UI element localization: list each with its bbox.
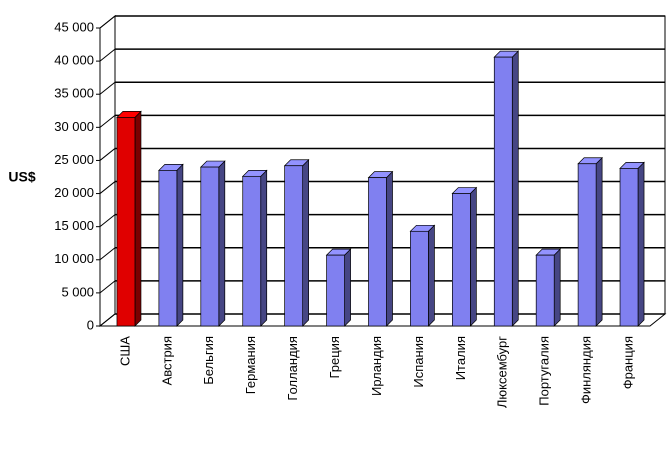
x-tick-label: Греция xyxy=(327,336,342,379)
grid-line-side xyxy=(99,214,116,228)
grid-line-side xyxy=(99,114,116,128)
y-tick-label: 25 000 xyxy=(54,152,94,167)
grid-line-side xyxy=(99,148,116,161)
bar-side xyxy=(595,156,603,327)
bar-side xyxy=(553,248,561,327)
bar xyxy=(451,193,471,327)
bar-side xyxy=(218,160,226,327)
x-tick-label: Ирландия xyxy=(369,336,384,396)
bar xyxy=(535,254,555,327)
grid-line-side xyxy=(99,313,116,327)
bar-side xyxy=(428,224,435,327)
side-wall xyxy=(99,14,116,328)
bar-side xyxy=(260,169,268,327)
bar xyxy=(158,170,178,327)
y-tick-label: 10 000 xyxy=(54,251,94,266)
x-tick-label: Бельгия xyxy=(201,336,216,385)
bar-side xyxy=(344,248,351,327)
y-tick-label: 30 000 xyxy=(54,119,94,134)
bar-side xyxy=(134,110,142,327)
y-axis-label: US$ xyxy=(8,169,35,185)
x-tick-label: Финляндия xyxy=(579,336,594,404)
grid-line-side xyxy=(99,81,116,95)
bar-side xyxy=(469,186,477,327)
x-tick-label: Франция xyxy=(620,336,635,389)
x-tick-label: Голландия xyxy=(285,336,300,401)
bar xyxy=(619,168,639,327)
bar xyxy=(326,254,345,327)
bar-side xyxy=(176,163,184,327)
x-tick-label: Германия xyxy=(243,336,258,394)
grid-line-side xyxy=(99,247,116,261)
bar-side xyxy=(637,161,645,327)
x-tick-label: Люксембург xyxy=(495,336,510,408)
bar-side xyxy=(511,50,519,327)
x-tick-label: Австрия xyxy=(159,336,174,385)
bar-side xyxy=(386,170,393,327)
bar xyxy=(368,177,387,327)
x-tick-label: Италия xyxy=(453,336,468,380)
bar xyxy=(410,230,429,327)
grid-line-side xyxy=(99,181,116,194)
y-tick-label: 5 000 xyxy=(61,284,94,299)
bar-side xyxy=(302,158,310,327)
y-tick-label: 0 xyxy=(87,317,94,332)
bar xyxy=(493,56,513,327)
grid-line-side xyxy=(99,15,116,29)
y-tick-label: 35 000 xyxy=(54,86,94,101)
bar xyxy=(242,175,262,327)
x-tick-label: Испания xyxy=(411,336,426,388)
grid-line-side xyxy=(99,48,116,62)
bar xyxy=(116,117,136,327)
x-tick-label: Португалия xyxy=(537,336,552,406)
x-tick-label: США xyxy=(117,336,132,366)
bar xyxy=(577,163,597,327)
y-tick-label: 20 000 xyxy=(54,185,94,200)
y-tick-label: 15 000 xyxy=(54,218,94,233)
y-tick-label: 45 000 xyxy=(54,19,94,34)
bar xyxy=(284,165,304,327)
y-tick-label: 40 000 xyxy=(54,53,94,68)
grid-line-side xyxy=(99,280,116,294)
bar xyxy=(200,166,220,327)
